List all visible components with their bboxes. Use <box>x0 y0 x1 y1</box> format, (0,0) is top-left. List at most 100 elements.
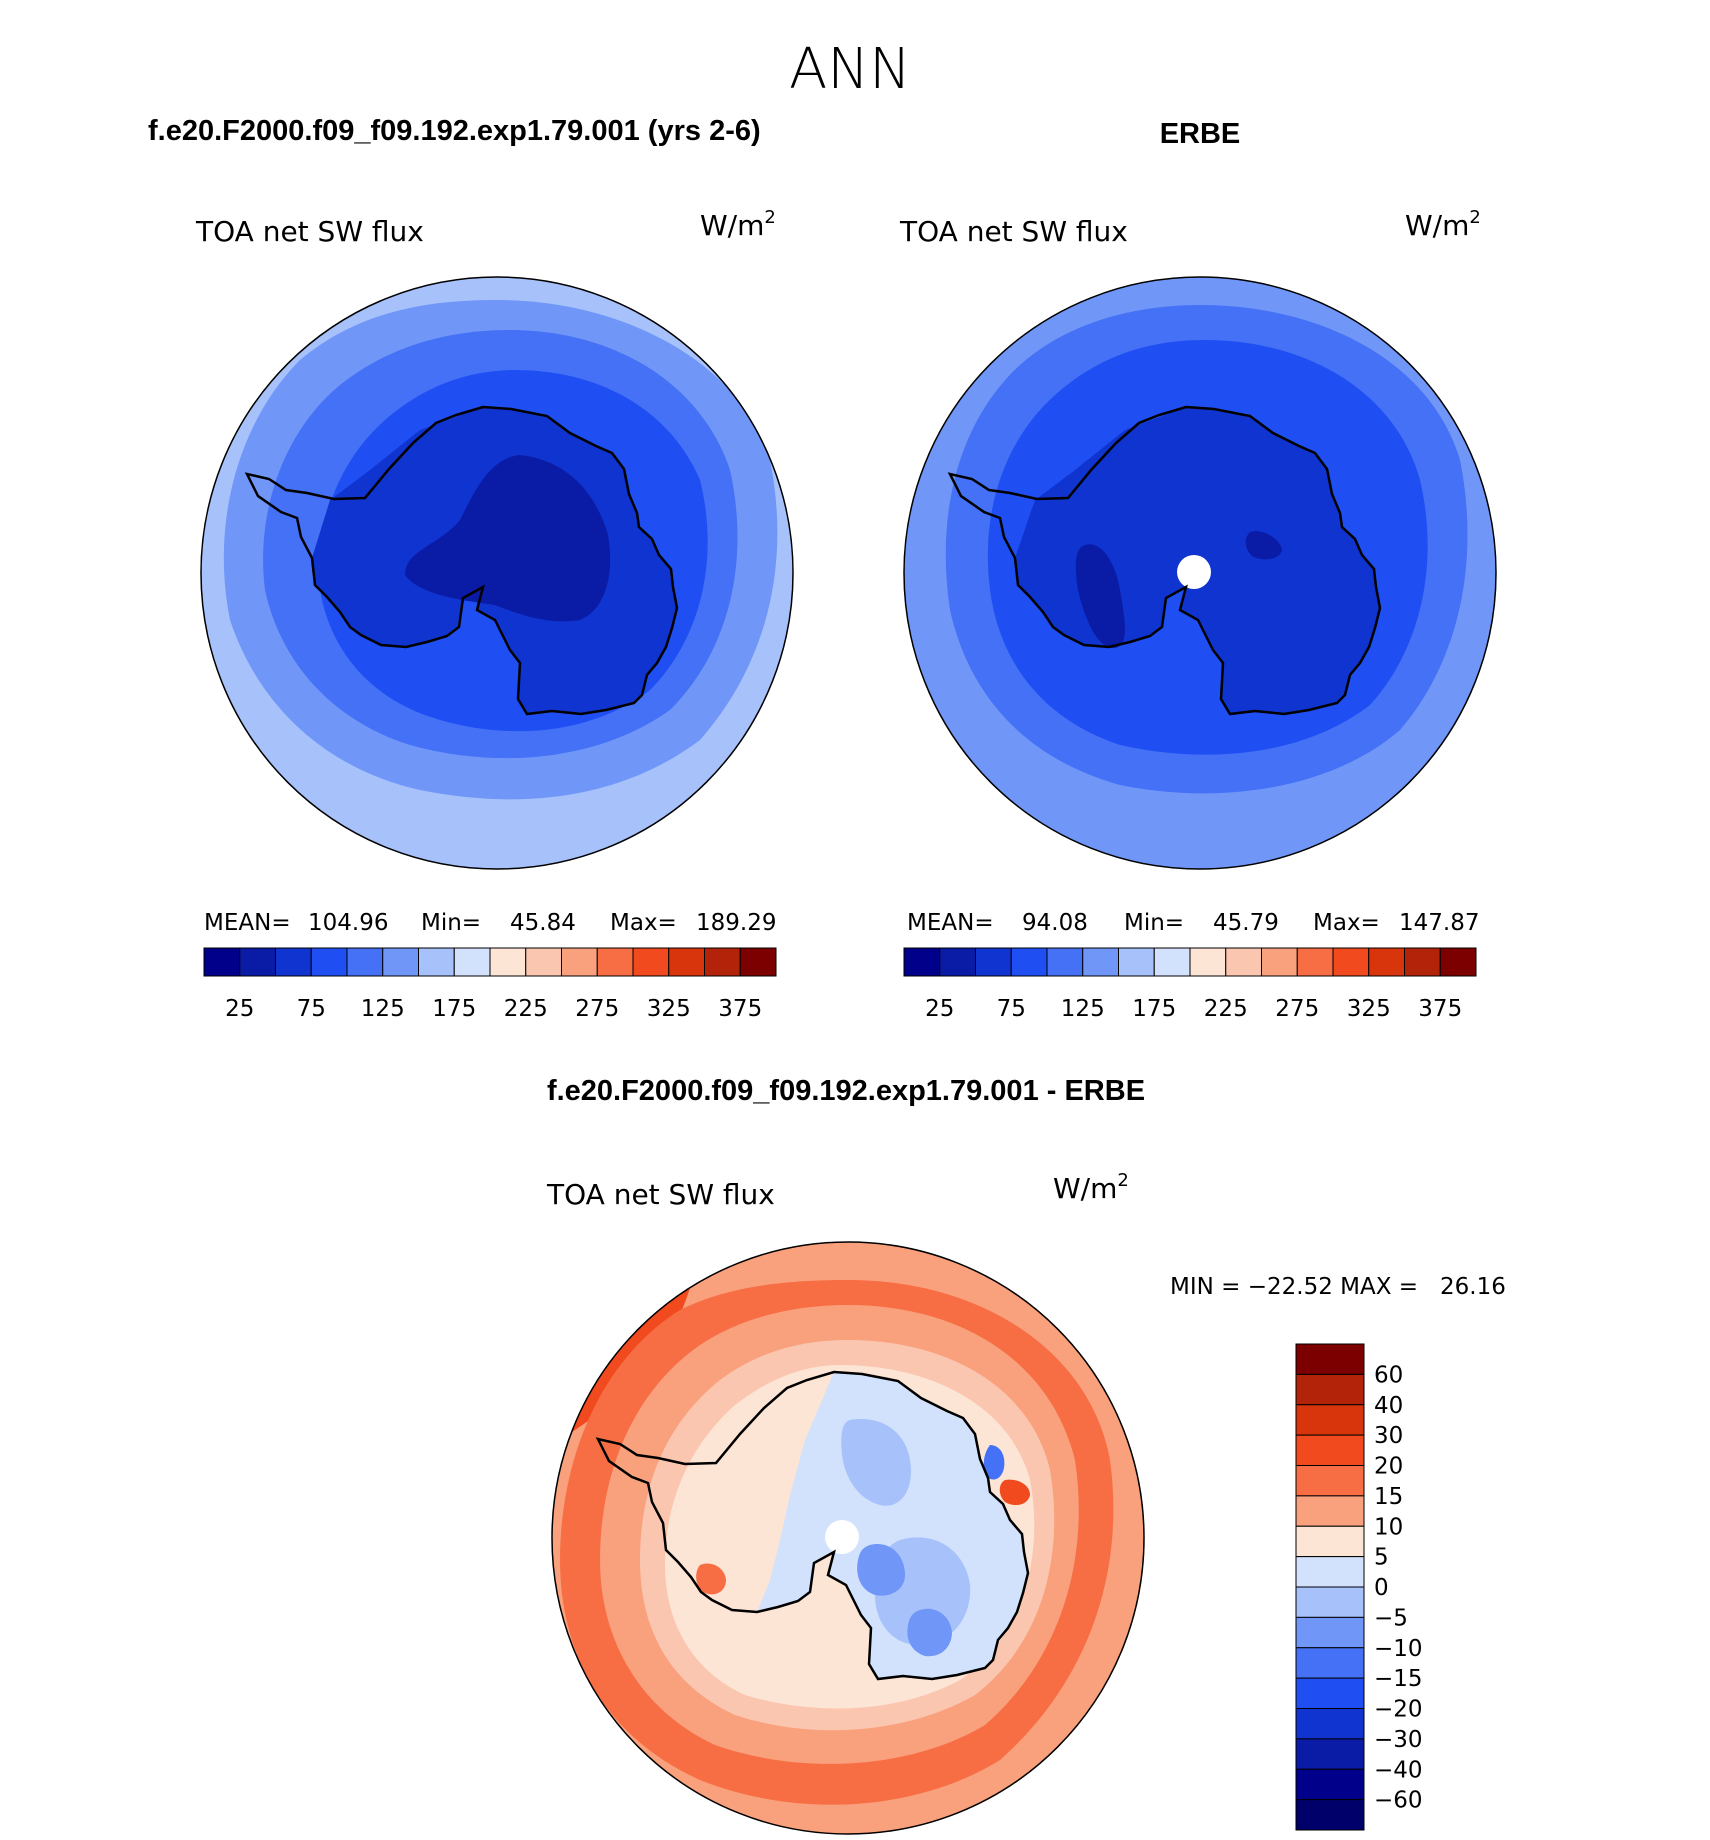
panel1-colorbar-tick-label: 375 <box>718 996 762 1022</box>
panel2-units: W/m2 <box>1405 207 1481 242</box>
panel2-colorbar-swatch <box>1189 947 1227 977</box>
panel1-colorbar-swatch <box>525 947 562 977</box>
panel2-max-value: 147.87 <box>1399 910 1479 936</box>
panel2-colorbar-tick-label: 75 <box>997 996 1026 1022</box>
panel2-colorbar-swatch <box>1261 947 1298 977</box>
panel1-colorbar-tick-label: 25 <box>225 996 254 1022</box>
panel1-colorbar-tick-label: 325 <box>647 996 691 1022</box>
panel1-colorbar-swatch <box>310 947 348 977</box>
panel3-colorbar-swatch <box>1295 1677 1365 1709</box>
panel2-min-label: Min= <box>1124 910 1184 936</box>
panel1-max-label: Max= <box>610 910 677 936</box>
panel2-units-base: W/m <box>1405 209 1469 242</box>
panel1-colorbar-swatch <box>418 947 455 977</box>
panel3-variable-label: TOA net SW flux <box>546 1178 775 1211</box>
panel1-colorbar-tick-label: 75 <box>297 996 326 1022</box>
panel3-colorbar-tick-label: 5 <box>1374 1545 1389 1571</box>
panel2-colorbar-tick-label: 125 <box>1061 996 1105 1022</box>
panel3-minmax: MIN = −22.52 MAX = 26.16 <box>1170 1274 1506 1300</box>
panel3-map <box>551 1241 1145 1835</box>
panel2-min-value: 45.79 <box>1213 910 1279 936</box>
panel3-colorbar-swatch <box>1295 1556 1365 1588</box>
panel1-colorbar-swatch <box>739 947 777 977</box>
panel1-units: W/m2 <box>700 207 776 242</box>
panel2-colorbar-swatch <box>1225 947 1262 977</box>
panel2-colorbar-swatch <box>903 947 941 977</box>
panel3-colorbar-swatch <box>1295 1373 1365 1406</box>
panel2-colorbar-swatch <box>939 947 976 977</box>
panel1-min-value: 45.84 <box>510 910 576 936</box>
panel3-colorbar-swatch <box>1295 1647 1365 1679</box>
panel3-colorbar-swatch <box>1295 1434 1365 1466</box>
panel3-colorbar-tick-label: −30 <box>1374 1727 1423 1753</box>
panel2-colorbar-swatch <box>1296 947 1334 977</box>
panel2-max-label: Max= <box>1313 910 1380 936</box>
panel1-band-6 <box>405 455 611 622</box>
panel2-band-5b <box>1245 531 1282 560</box>
panel1-units-base: W/m <box>700 209 764 242</box>
panel1-colorbar-swatch <box>668 947 705 977</box>
panel1-colorbar: 25 75 125 175 225 275 325 375 <box>203 947 777 1022</box>
panel2-variable-label: TOA net SW flux <box>899 215 1128 248</box>
panel3-colorbar-swatch <box>1295 1616 1365 1649</box>
panel2-colorbar-swatch <box>1368 947 1405 977</box>
panel1-colorbar-swatch <box>453 947 491 977</box>
panel3-land-minus20 <box>983 1445 1005 1480</box>
panel1-mean-value: 104.96 <box>308 910 388 936</box>
main-title: ANN <box>789 37 911 102</box>
panel2-band-5a <box>1075 544 1125 649</box>
panel3-colorbar-tick-label: −5 <box>1374 1605 1408 1631</box>
panel2-mean-value: 94.08 <box>1022 910 1088 936</box>
panel2-colorbar-swatch <box>1153 947 1191 977</box>
panel1-colorbar-tick-label: 125 <box>361 996 405 1022</box>
panel3-land-minus15 <box>857 1544 905 1596</box>
panel1-colorbar-swatch <box>561 947 598 977</box>
panel3-units: W/m2 <box>1053 1170 1129 1205</box>
panel3-colorbar-tick-label: −10 <box>1374 1636 1423 1662</box>
panel2-colorbar-swatch <box>1010 947 1048 977</box>
panel3-colorbar-tick-label: −60 <box>1374 1788 1423 1814</box>
panel1-colorbar-swatch <box>203 947 241 977</box>
panel1-colorbar-swatch <box>489 947 527 977</box>
panel3-colorbar-swatch <box>1295 1799 1365 1831</box>
panel3-colorbar-tick-label: 10 <box>1374 1514 1403 1540</box>
panel1-colorbar-tick-label: 175 <box>432 996 476 1022</box>
panel3-hotspot-1 <box>999 1479 1030 1506</box>
panel2-colorbar-tick-label: 175 <box>1132 996 1176 1022</box>
panel1-heading: f.e20.F2000.f09_f09.192.exp1.79.001 (yrs… <box>148 115 761 147</box>
panel3-colorbar-tick-label: 15 <box>1374 1484 1403 1510</box>
panel3-colorbar-swatch <box>1295 1465 1365 1497</box>
panel1-variable-label: TOA net SW flux <box>195 215 424 248</box>
panel2-colorbar-tick-label: 225 <box>1204 996 1248 1022</box>
panel3-colorbar-tick-label: −40 <box>1374 1757 1423 1783</box>
panel3-colorbar: 60 40 30 20 15 10 5 0 −5 −10 −15 −20 −30 −40 −60 <box>1295 1343 1423 1831</box>
panel1-mean-label: MEAN= <box>204 910 291 936</box>
panel2-colorbar-tick-label: 375 <box>1418 996 1462 1022</box>
panel3-colorbar-tick-label: 30 <box>1374 1423 1403 1449</box>
panel3-colorbar-tick-label: −20 <box>1374 1697 1423 1723</box>
panel1-colorbar-tick-label: 225 <box>504 996 548 1022</box>
panel1-colorbar-swatch <box>382 947 419 977</box>
panel1-min-label: Min= <box>421 910 481 936</box>
panel1-units-superscript: 2 <box>764 207 775 228</box>
panel2-colorbar-tick-label: 25 <box>925 996 954 1022</box>
panel2-colorbar-swatch <box>1439 947 1477 977</box>
panel3-colorbar-swatch <box>1295 1404 1365 1436</box>
panel3-colorbar-swatch <box>1295 1738 1365 1770</box>
panel1-colorbar-swatch <box>632 947 670 977</box>
panel3-colorbar-tick-label: −15 <box>1374 1666 1423 1692</box>
panel3-land-minus10a <box>841 1419 911 1506</box>
panel1-colorbar-swatch <box>239 947 276 977</box>
panel2-colorbar-swatch <box>1046 947 1084 977</box>
panel1-max-value: 189.29 <box>696 910 776 936</box>
panel3-colorbar-swatch <box>1295 1586 1365 1618</box>
panel2-colorbar-swatch <box>1082 947 1119 977</box>
panel2-colorbar-swatch <box>1118 947 1155 977</box>
panel3-colorbar-swatch <box>1295 1525 1365 1558</box>
panel1-map <box>200 276 794 870</box>
panel3-colorbar-swatch <box>1295 1708 1365 1740</box>
panel3-missing-data <box>825 1520 859 1554</box>
panel2-units-superscript: 2 <box>1469 207 1480 228</box>
panel2-colorbar-swatch <box>1404 947 1441 977</box>
